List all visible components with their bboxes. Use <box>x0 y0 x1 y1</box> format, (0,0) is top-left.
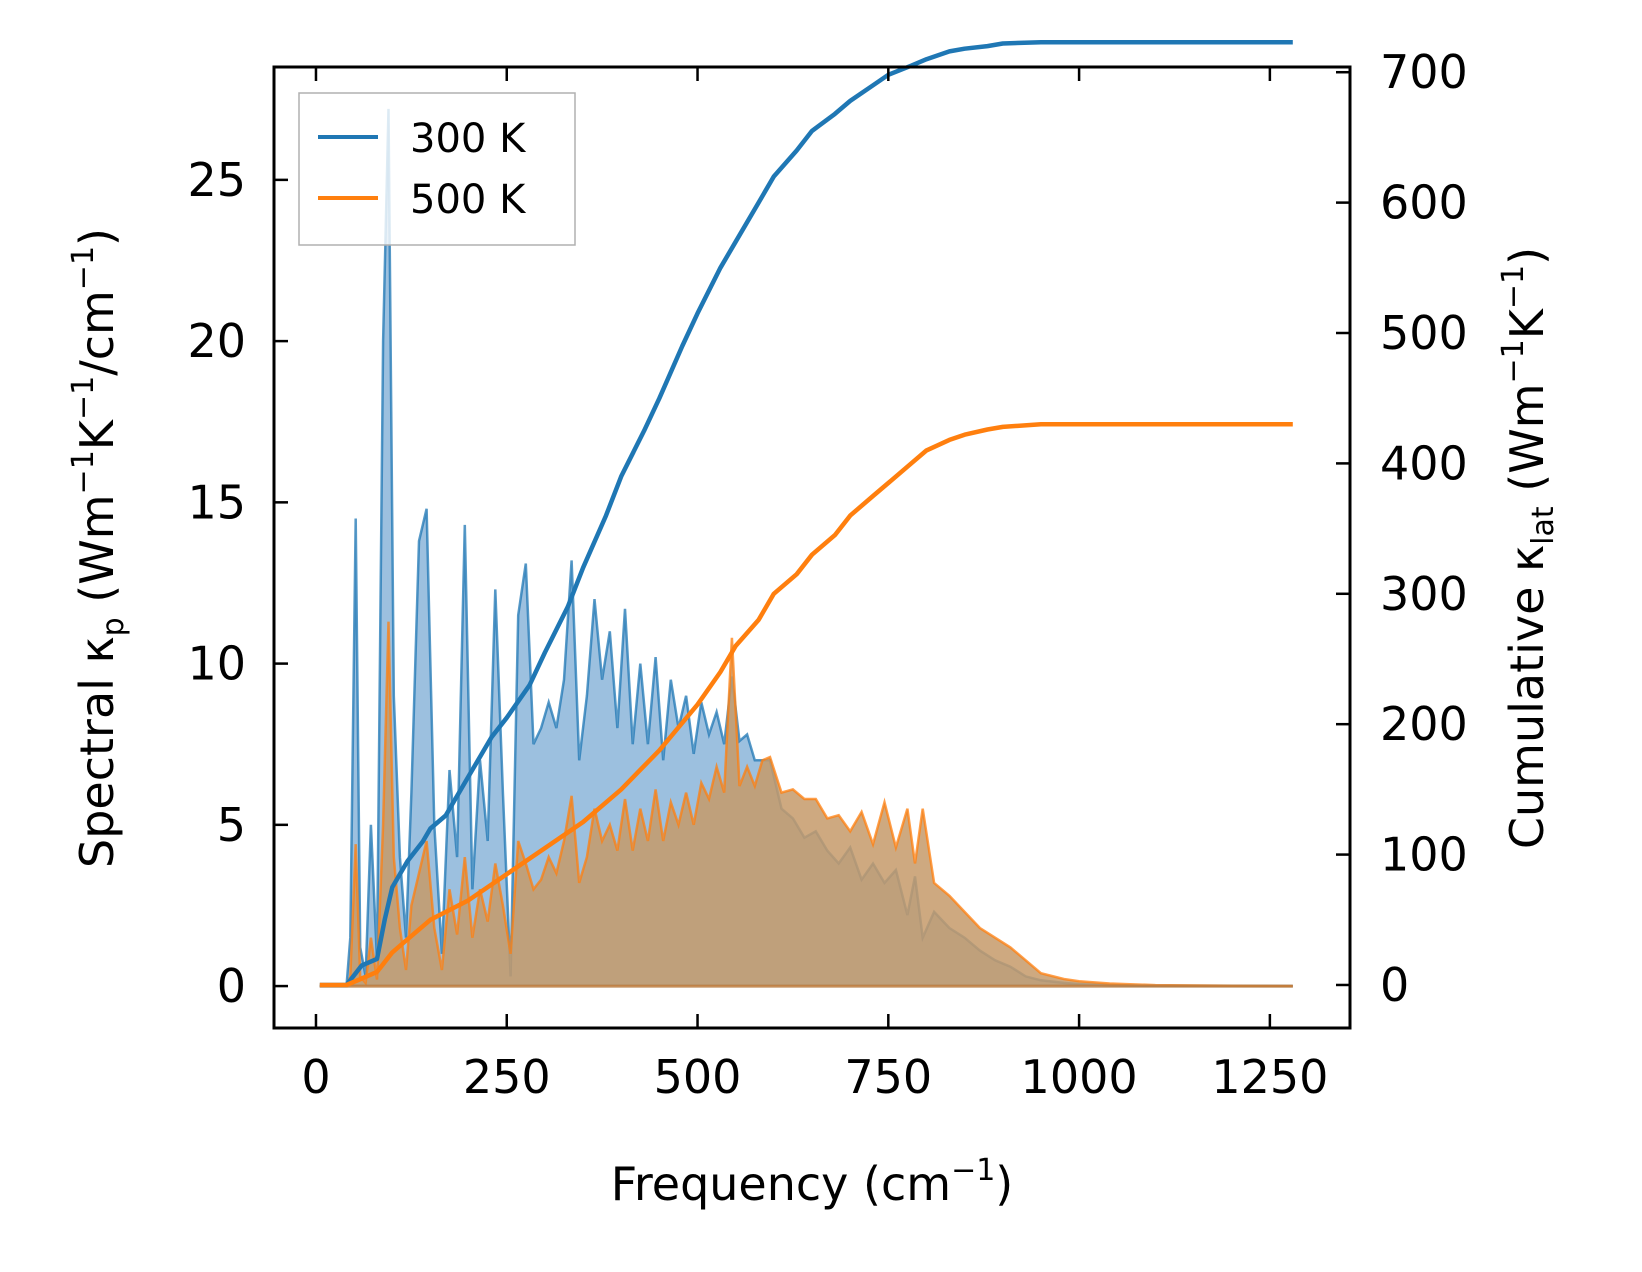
y-left-sup1: −1 <box>66 450 101 494</box>
y-right-tick-label: 100 <box>1380 828 1468 882</box>
y-axis-right-label: Cumulative κlat (Wm−1K−1) <box>1496 247 1561 849</box>
x-axis-label: Frequency (cm−1) <box>611 1153 1014 1211</box>
y-left-tick-label: 15 <box>187 475 246 529</box>
x-axis-label-main: Frequency (cm <box>611 1157 951 1211</box>
y-right-unit-open: (Wm <box>1500 383 1554 506</box>
x-tick-label: 500 <box>654 1050 742 1104</box>
x-tick-label: 0 <box>301 1050 330 1104</box>
y-right-main: Cumulative κ <box>1500 545 1554 849</box>
y-right-sup1: −1 <box>1496 339 1531 383</box>
y-right-sub: lat <box>1526 506 1561 545</box>
y-right-tick-label: 400 <box>1380 436 1468 490</box>
plot-area <box>319 39 1293 988</box>
legend-label-500K: 500 K <box>410 177 527 223</box>
y-axis-left-label: Spectral κp (Wm−1K−1/cm−1) <box>66 228 131 868</box>
y-right-tick-label: 300 <box>1380 567 1468 621</box>
y-left-tick-label: 10 <box>187 637 246 691</box>
axes-frame <box>272 65 1352 1030</box>
y-right-tick-label: 200 <box>1380 697 1468 751</box>
legend-label-300K: 300 K <box>410 116 527 162</box>
series-lines <box>319 39 1293 988</box>
y-left-tick-label: 0 <box>217 959 246 1013</box>
x-tick-label: 250 <box>463 1050 551 1104</box>
y-left-sup3: −1 <box>66 246 101 290</box>
x-axis-label-end: ) <box>995 1157 1013 1211</box>
y-right-close: ) <box>1500 247 1554 265</box>
y-left-tick-label: 5 <box>217 798 246 852</box>
x-tick-label: 1000 <box>1021 1050 1138 1104</box>
y-right-tick-label: 500 <box>1380 306 1468 360</box>
spectral-fill-300K <box>319 108 1293 987</box>
x-tick-label: 1250 <box>1211 1050 1328 1104</box>
y-right-tick-label: 0 <box>1380 958 1409 1012</box>
y-right-sup2: −1 <box>1496 265 1531 309</box>
spectral-line-500K <box>319 621 1293 988</box>
y-left-sub: p <box>96 617 131 636</box>
x-axis-label-sup: −1 <box>951 1153 995 1188</box>
x-tick-label: 750 <box>844 1050 932 1104</box>
legend-frame <box>298 92 576 246</box>
spectral-fill-500K <box>319 621 1293 987</box>
legend: 300 K 500 K <box>298 92 576 246</box>
y-left-tail: /cm <box>70 290 124 376</box>
cumulative-line-300K <box>319 39 1293 988</box>
y-right-tick-label: 700 <box>1380 45 1468 99</box>
axis-ticks: 0 250 500 750 1000 12500510152025010020030040… <box>187 45 1467 1104</box>
y-left-tick-label: 20 <box>187 314 246 368</box>
cumulative-line-500K <box>319 422 1293 988</box>
y-right-mid: K <box>1500 307 1554 339</box>
spectral-fills <box>319 108 1293 988</box>
y-left-tick-label: 25 <box>187 153 246 207</box>
y-left-unit-open: (Wm <box>70 494 124 617</box>
y-left-close: ) <box>70 228 124 246</box>
y-left-main: Spectral κ <box>70 636 124 868</box>
y-right-tick-label: 600 <box>1380 176 1468 230</box>
y-left-sup2: −1 <box>66 376 101 420</box>
y-left-mid: K <box>70 418 124 450</box>
